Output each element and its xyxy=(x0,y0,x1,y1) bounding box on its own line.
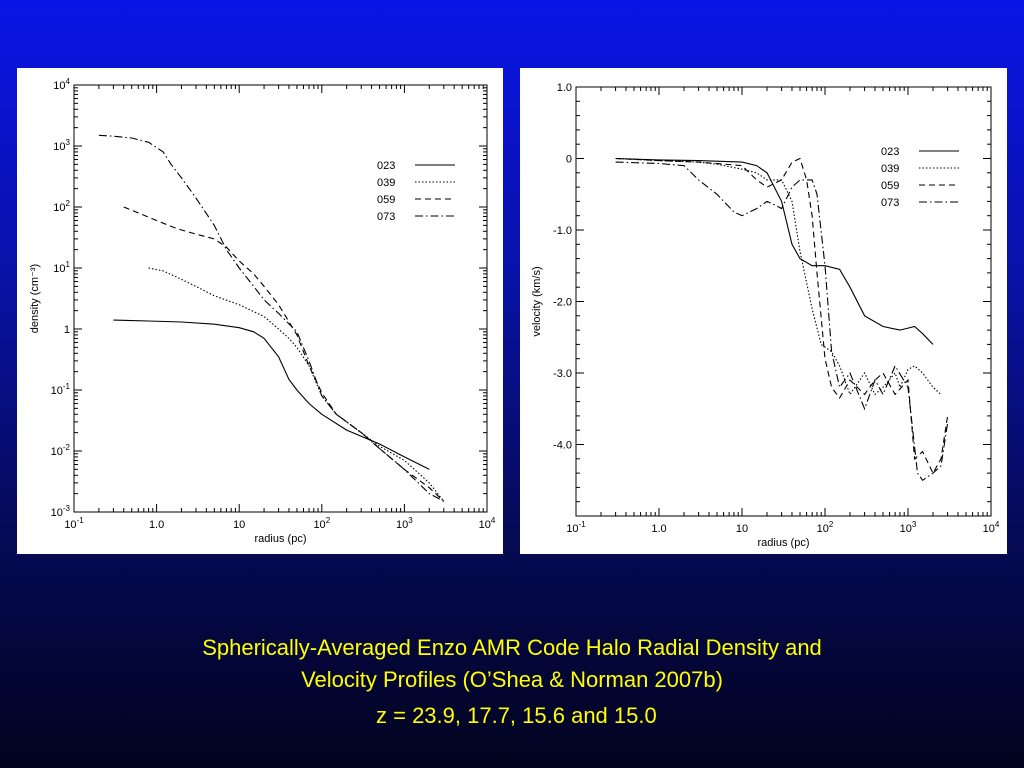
x-axis-title: radius (pc) xyxy=(758,537,810,549)
x-tick-label: 102 xyxy=(817,520,834,535)
x-axis-title: radius (pc) xyxy=(255,533,307,545)
x-tick-label: 103 xyxy=(900,520,917,535)
y-tick-label: 10-2 xyxy=(51,443,71,458)
series-line-023 xyxy=(615,157,934,345)
caption-line-2: Velocity Profiles (O’Shea & Norman 2007b… xyxy=(301,667,723,692)
legend-label: 059 xyxy=(377,194,395,206)
y-tick-label: 101 xyxy=(53,260,70,275)
y-tick-label: 102 xyxy=(53,199,70,214)
legend-label: 039 xyxy=(377,177,395,189)
x-tick-label: 103 xyxy=(396,516,413,531)
legend-label: 073 xyxy=(377,211,395,223)
x-tick-label: 102 xyxy=(313,516,330,531)
caption-line-1: Spherically-Averaged Enzo AMR Code Halo … xyxy=(202,635,822,660)
series-line-059 xyxy=(615,157,949,475)
x-tick-label: 1.0 xyxy=(651,523,666,535)
series-line-023 xyxy=(113,319,430,470)
legend-label: 059 xyxy=(881,180,899,192)
y-tick-label: 10-1 xyxy=(51,382,71,397)
y-tick-label: -3.0 xyxy=(553,368,572,380)
series-line-073 xyxy=(98,134,445,502)
y-tick-label: 1 xyxy=(64,324,70,336)
legend-label: 073 xyxy=(881,197,899,209)
series-line-039 xyxy=(615,157,942,396)
x-tick-label: 10 xyxy=(736,523,748,535)
y-tick-label: -4.0 xyxy=(553,440,572,452)
y-tick-label: 10-3 xyxy=(51,504,71,519)
x-tick-label: 10 xyxy=(233,519,245,531)
y-tick-label: -1.0 xyxy=(553,225,572,237)
velocity-chart: 10-1 1.0 10 102 103 104 1.0 0 -1.0 -2.0 -3.0 -4.0 ra… xyxy=(531,82,1000,549)
y-tick-label: -2.0 xyxy=(553,297,572,309)
x-tick-label: 10-1 xyxy=(64,516,84,531)
y-axis-title: velocity (km/s) xyxy=(531,266,543,336)
y-axis-title: density (cm⁻³) xyxy=(29,264,41,333)
plot-frame xyxy=(73,84,488,513)
caption-line-3: z = 23.9, 17.7, 15.6 and 15.0 xyxy=(376,703,657,728)
x-tick-label: 104 xyxy=(479,516,496,531)
legend-label: 039 xyxy=(881,163,899,175)
series-line-059 xyxy=(123,206,445,502)
x-tick-label: 104 xyxy=(983,520,1000,535)
velocity-chart-panel: 10-1 1.0 10 102 103 104 1.0 0 -1.0 -2.0 -3.0 -4.0 ra… xyxy=(520,68,1007,554)
legend-label: 023 xyxy=(881,146,899,158)
series-line-039 xyxy=(148,267,445,502)
y-tick-label: 1.0 xyxy=(557,82,572,94)
x-tick-label: 10-1 xyxy=(566,520,586,535)
y-tick-label: 103 xyxy=(53,138,70,153)
density-chart-panel: 10-1 1.0 10 102 103 104 10-3 10-2 10-1 1 101 102 103… xyxy=(17,68,503,554)
legend-label: 023 xyxy=(377,160,395,172)
x-tick-label: 1.0 xyxy=(149,519,164,531)
y-tick-label: 0 xyxy=(566,154,572,166)
y-tick-label: 104 xyxy=(53,77,70,92)
series-line-073 xyxy=(615,161,949,482)
density-chart: 10-1 1.0 10 102 103 104 10-3 10-2 10-1 1 101 102 103… xyxy=(29,77,496,545)
